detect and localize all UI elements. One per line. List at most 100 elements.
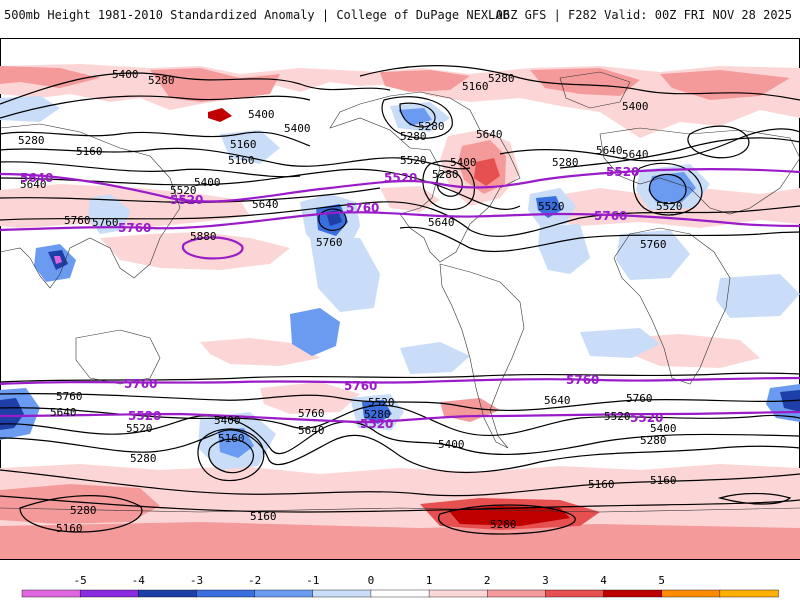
anomaly-region [530, 68, 640, 96]
contour-label: 5400 [622, 100, 649, 113]
contour-label: 5280 [490, 518, 517, 531]
coastline [75, 329, 161, 385]
coastline [329, 91, 521, 263]
contour-line [0, 161, 301, 178]
contour-label: 5640 [298, 424, 325, 437]
contour-label: 5160 [56, 522, 83, 535]
map-header: 500mb Height 1981-2010 Standardized Anom… [0, 0, 800, 38]
anomaly-region [536, 196, 562, 218]
anomaly-region [200, 338, 320, 366]
contour-line [559, 137, 800, 169]
colorbar-swatch [138, 589, 198, 598]
contour-line [648, 173, 687, 205]
colorbar-swatch [21, 589, 81, 598]
coastline [0, 507, 800, 513]
contour-label: 5400 [650, 422, 677, 435]
colorbar-tick-label: -5 [74, 574, 87, 587]
contour-label: 5280 [488, 72, 515, 85]
contour-line [0, 72, 391, 105]
colorbar-tick-label: 3 [542, 574, 549, 587]
colorbar-swatch [370, 589, 430, 598]
anomaly-region [0, 522, 800, 559]
contour-label: 5400 [438, 438, 465, 451]
contour-label: 5280 [70, 504, 97, 517]
contour-line-5520 [0, 168, 800, 203]
colorbar-tick-label: -2 [248, 574, 261, 587]
anomaly-region [716, 274, 800, 318]
contour-line [0, 95, 311, 119]
contour-label: 5280 [400, 130, 427, 143]
contour-label: 5400 [214, 414, 241, 427]
anomaly-region [100, 232, 290, 270]
contour-line [717, 492, 792, 505]
contour-label: 5640 [596, 144, 623, 157]
anomaly-region [0, 66, 100, 88]
contour-label: 5520 [126, 422, 153, 435]
colorbar-swatch [661, 589, 721, 598]
contour-line [436, 171, 463, 197]
contour-label: 5280 [418, 120, 445, 133]
contour-line-5760 [0, 376, 800, 386]
anomaly-region [54, 256, 62, 264]
contour-label-purple: 5760 [594, 209, 627, 223]
highlight-contours [0, 168, 800, 424]
anomaly-region [88, 194, 130, 234]
contour-line [359, 65, 800, 101]
run-info: 06Z GFS | F282 Valid: 00Z FRI NOV 28 202… [495, 8, 792, 22]
contour-line [208, 438, 254, 474]
contour-line [0, 429, 800, 474]
contour-label: 5520 [538, 200, 565, 213]
contour-label: 5760 [92, 216, 119, 229]
colorbar-tick-label: 0 [368, 574, 375, 587]
contour-label: 5640 [622, 148, 649, 161]
anomaly-region [400, 342, 470, 374]
anomaly-region [398, 108, 432, 126]
contour-line [438, 504, 576, 535]
colorbar-tick-label: 1 [426, 574, 433, 587]
anomaly-region [660, 70, 790, 100]
anomaly-region [0, 398, 24, 430]
contour-label: 5160 [76, 145, 103, 158]
contour-line [381, 96, 453, 139]
contour-label: 5160 [230, 138, 257, 151]
colorbar-swatch [603, 589, 663, 598]
coastline [439, 263, 525, 449]
colorbar-swatch [487, 589, 547, 598]
contour-label: 5640 [20, 178, 47, 191]
contour-line-5520 [0, 410, 800, 424]
highlight-contour-labels: 5640 5520 5520 5520 5760 5760 5760 5760 … [20, 165, 663, 431]
anomaly-region [260, 382, 360, 414]
colorbar-tick-label: 4 [600, 574, 607, 587]
contour-label: 5280 [148, 74, 175, 87]
contour-label-purple: 5760 [344, 379, 377, 393]
contour-label: 5400 [112, 68, 139, 81]
contour-label: 5160 [250, 510, 277, 523]
contour-label-purple: 5520 [128, 409, 161, 423]
contour-label: 5640 [252, 198, 279, 211]
anomaly-region [220, 130, 280, 164]
contour-label-purple: 5760 [566, 373, 599, 387]
colorbar-swatch [312, 589, 372, 598]
contour-label: 5520 [170, 184, 197, 197]
contour-label: 5760 [64, 214, 91, 227]
contour-label: 5160 [588, 478, 615, 491]
colorbar-tick-label: 2 [484, 574, 491, 587]
anomaly-region [310, 238, 380, 312]
contour-label: 5760 [298, 407, 325, 420]
contour-label-purple: 5640 [20, 171, 53, 185]
contour-line [499, 128, 800, 162]
contour-line [0, 469, 800, 497]
contour-label: 5520 [604, 410, 631, 423]
coastline [613, 227, 731, 385]
contour-label: 5160 [462, 80, 489, 93]
contour-label-purple: 5520 [384, 171, 417, 185]
contour-label-purple: 5760 [124, 377, 157, 391]
contour-line [399, 226, 800, 253]
contour-line [0, 392, 800, 412]
contour-line [422, 160, 475, 211]
contour-label-purple: 5520 [360, 417, 393, 431]
contour-label: 5880 [190, 230, 217, 243]
anomaly-region [648, 172, 696, 202]
contour-label: 5280 [432, 168, 459, 181]
colorbar-swatch [719, 589, 779, 598]
